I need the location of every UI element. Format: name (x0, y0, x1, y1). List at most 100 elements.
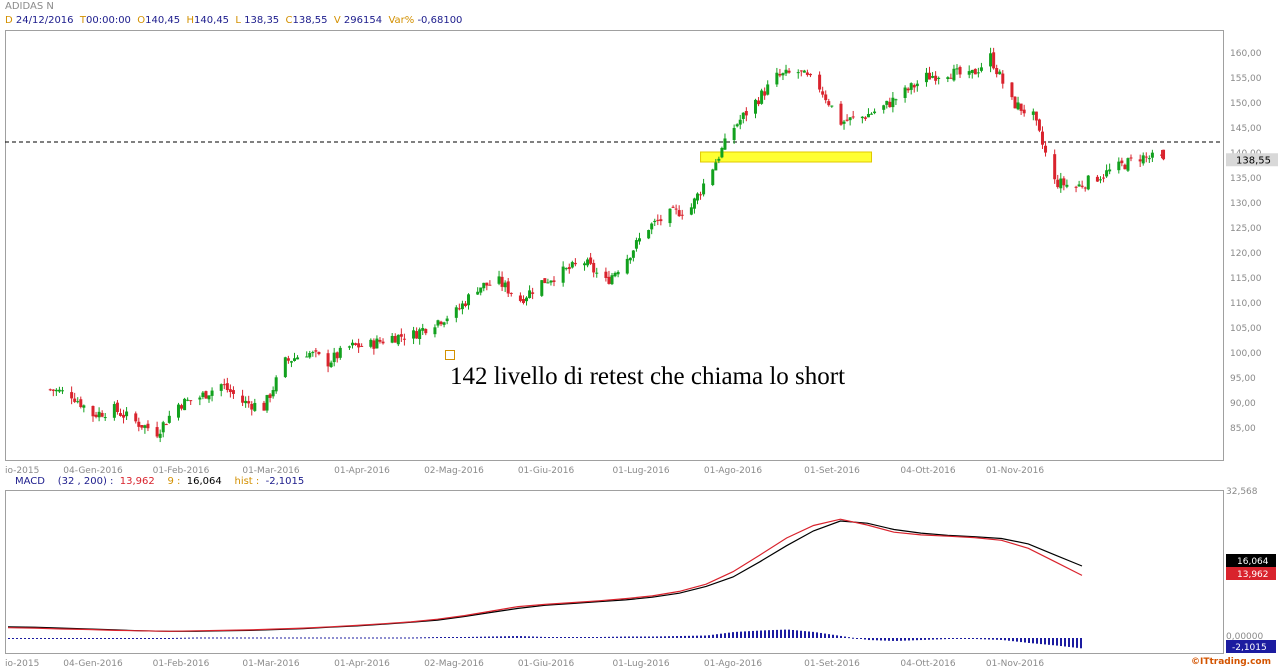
annotation-anchor-icon[interactable] (445, 350, 455, 360)
candle (766, 80, 770, 96)
close-value: 138,55 (292, 15, 328, 26)
candle (1120, 157, 1124, 167)
x-tick-label: 01-Apr-2016 (334, 466, 390, 476)
candle (155, 421, 159, 439)
brand-label[interactable]: ITtrading.com (1200, 657, 1271, 667)
candle (338, 345, 342, 360)
hist-bar (804, 631, 806, 638)
candle (412, 326, 416, 345)
candle-body (1062, 178, 1066, 186)
hist-bar (476, 636, 478, 638)
hist-bar (1040, 638, 1042, 645)
candle-body (137, 421, 141, 427)
hist-bar (528, 636, 530, 638)
candle-body (540, 280, 544, 296)
hist-bar (404, 637, 406, 639)
hist-bar (176, 637, 178, 639)
candle-body (467, 294, 471, 306)
high-key: H (186, 15, 195, 26)
price-y-tick: 110,00 (1230, 299, 1262, 309)
candle-body (567, 267, 571, 270)
last-price-label: 138,55 (1236, 155, 1271, 166)
hist-bar (900, 638, 902, 641)
hist-bar (228, 637, 230, 639)
hist-bar (800, 630, 802, 638)
hist-bar (960, 638, 962, 639)
candle (186, 397, 190, 402)
candle-body (1022, 109, 1026, 114)
hist-bar (416, 637, 418, 639)
candle-body (329, 362, 333, 367)
candle-body (595, 272, 599, 274)
candle-body (421, 327, 425, 331)
candle (937, 76, 941, 85)
macd-readout: MACD (32 , 200) : 13,962 9 : 16,064 hist… (15, 476, 304, 487)
hist-bar (792, 629, 794, 638)
candle-body (631, 250, 635, 258)
hist-bar (852, 637, 854, 639)
hist-bar (572, 637, 574, 638)
candle (418, 327, 422, 345)
candle-body (445, 318, 449, 322)
highlight-zone[interactable] (700, 151, 873, 163)
hist-bar (184, 637, 186, 639)
hist-bar (736, 631, 738, 638)
candle (903, 85, 907, 103)
candle-body (231, 390, 235, 394)
candle (723, 133, 727, 151)
candle-body (201, 392, 205, 398)
x-tick-label: 04-Ott-2016 (900, 466, 956, 476)
candle-body (143, 425, 147, 428)
hist-bar (168, 638, 170, 639)
hist-bar (32, 638, 34, 639)
candle (463, 300, 467, 308)
candle (378, 337, 382, 344)
candle (161, 420, 165, 438)
candle (1022, 104, 1026, 117)
hist-bar (868, 638, 870, 641)
x-tick-label: 01-Ago-2016 (704, 466, 762, 476)
candle-body (402, 338, 406, 340)
candle-body (503, 282, 507, 288)
hist-bar (536, 636, 538, 638)
candle-body (268, 394, 272, 398)
candle (497, 270, 501, 286)
hist-bar (764, 630, 766, 638)
candle-body (372, 340, 376, 349)
candle-body (873, 111, 877, 114)
price-y-tick: 145,00 (1230, 124, 1262, 134)
hist-bar (320, 637, 322, 639)
hist-bar (780, 629, 782, 638)
hist-bar (364, 637, 366, 639)
candle (808, 73, 812, 78)
candle (973, 68, 977, 75)
hist-bar (512, 636, 514, 638)
candle (781, 72, 785, 81)
candle-body (866, 113, 870, 118)
candle (509, 292, 513, 297)
candle-body (653, 220, 657, 223)
hist-bar (808, 631, 810, 638)
candle (583, 261, 587, 271)
price-y-tick: 155,00 (1230, 74, 1262, 84)
candle (592, 259, 596, 278)
hist-bar (748, 631, 750, 638)
candle (802, 69, 806, 73)
candle (616, 270, 620, 278)
candle-body (677, 210, 681, 217)
hist-bar (968, 638, 970, 639)
annotation-text[interactable]: 142 livello di retest che chiama lo shor… (450, 363, 845, 390)
hist-bar (880, 638, 882, 641)
hist-bar (188, 637, 190, 639)
candle (292, 352, 296, 362)
candle-body (1044, 145, 1048, 153)
candle-body (204, 391, 208, 399)
candle (167, 410, 171, 424)
hist-last-badge (1226, 640, 1276, 653)
hist-bar (652, 636, 654, 638)
candle (335, 351, 339, 363)
candle-body (314, 350, 318, 352)
candle (656, 214, 660, 226)
candle (506, 277, 510, 298)
